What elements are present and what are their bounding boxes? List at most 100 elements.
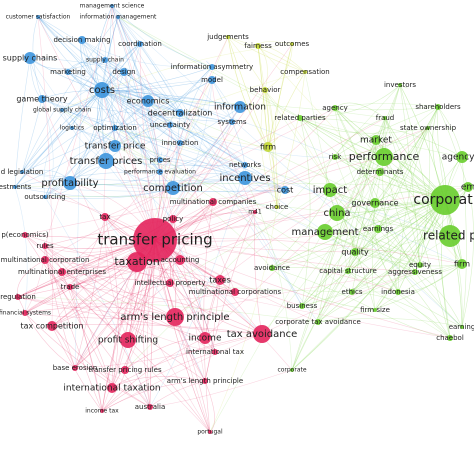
edge — [104, 216, 206, 339]
node-label: transfer prices — [70, 156, 143, 167]
edge — [154, 239, 319, 323]
edge — [74, 201, 214, 369]
node — [317, 224, 333, 240]
edge — [101, 79, 213, 91]
node — [370, 198, 380, 208]
edge — [44, 196, 151, 408]
edge — [14, 171, 161, 188]
edge — [21, 98, 43, 173]
edge — [347, 270, 358, 280]
edge — [101, 89, 286, 191]
edge — [44, 71, 125, 198]
edge — [271, 267, 349, 272]
edge — [14, 89, 103, 188]
node — [109, 140, 121, 152]
edge — [17, 259, 181, 298]
node — [457, 259, 467, 269]
edge — [264, 89, 356, 253]
node-label: decentralization — [148, 109, 213, 118]
edge — [154, 156, 336, 241]
edge — [67, 71, 116, 129]
node-label: m41 — [248, 209, 262, 216]
labels: management science information management… — [0, 3, 474, 436]
edge — [324, 199, 446, 233]
edge — [154, 212, 338, 241]
edge — [334, 102, 439, 109]
node — [329, 205, 345, 221]
edge — [136, 261, 236, 293]
node-label: state ownership — [400, 124, 457, 132]
edge — [273, 43, 293, 208]
edge — [271, 267, 376, 311]
node — [255, 43, 261, 49]
edge — [101, 66, 213, 91]
node-label: systems — [218, 118, 247, 126]
node — [439, 225, 461, 247]
edge — [264, 43, 293, 91]
edge — [351, 156, 463, 293]
edge — [117, 16, 446, 201]
edge — [17, 296, 76, 369]
edge — [114, 71, 129, 147]
edge — [373, 202, 399, 293]
edge — [204, 211, 256, 382]
node-label: costs — [89, 85, 115, 96]
node — [395, 289, 401, 295]
edge — [109, 5, 116, 129]
node-label: performance — [349, 150, 420, 163]
node-label: multinational companies — [170, 198, 257, 206]
edge — [124, 337, 206, 371]
edge — [104, 216, 119, 389]
edge — [324, 231, 416, 273]
edge — [209, 139, 377, 433]
node-label: taxes — [209, 276, 231, 285]
edge — [111, 5, 161, 173]
node-label: arm's length principle — [167, 377, 243, 385]
node-label: prices — [149, 156, 170, 164]
node — [137, 41, 143, 47]
edge — [44, 5, 113, 247]
edge — [354, 171, 381, 253]
edge — [24, 312, 151, 408]
edge — [111, 333, 263, 389]
node — [70, 126, 74, 130]
node-label: supply chain — [86, 57, 124, 64]
edge — [384, 117, 451, 339]
node-label: income — [189, 334, 222, 344]
edge — [17, 296, 176, 318]
node — [208, 430, 212, 434]
edge — [317, 127, 429, 323]
node — [229, 119, 235, 125]
edge — [104, 59, 181, 114]
edge — [61, 43, 293, 111]
node — [13, 185, 17, 189]
edge — [334, 102, 386, 119]
edge — [154, 36, 229, 241]
node — [121, 366, 129, 374]
node-label: multinational corporation — [1, 256, 90, 264]
node-label: portugal — [197, 429, 223, 436]
edge — [67, 71, 336, 158]
node-label: uncertainty — [150, 121, 190, 129]
edge — [41, 98, 161, 161]
node — [345, 268, 351, 274]
node-label: tax — [99, 213, 110, 221]
edge — [69, 79, 213, 184]
edge — [203, 201, 214, 433]
edge — [104, 59, 181, 114]
node-label: game theory — [16, 95, 68, 104]
edge — [227, 36, 306, 73]
edge — [334, 156, 399, 293]
node-label: agency — [322, 104, 347, 112]
edge — [81, 39, 171, 126]
edge — [14, 100, 149, 188]
node — [199, 332, 211, 344]
edge — [154, 239, 451, 339]
edge — [271, 228, 379, 269]
edge — [257, 45, 278, 208]
node — [253, 210, 257, 214]
node-label: accounting — [161, 256, 200, 264]
node-label: fraud — [376, 114, 395, 122]
node-label: earnings — [363, 225, 394, 233]
edge — [324, 231, 421, 266]
